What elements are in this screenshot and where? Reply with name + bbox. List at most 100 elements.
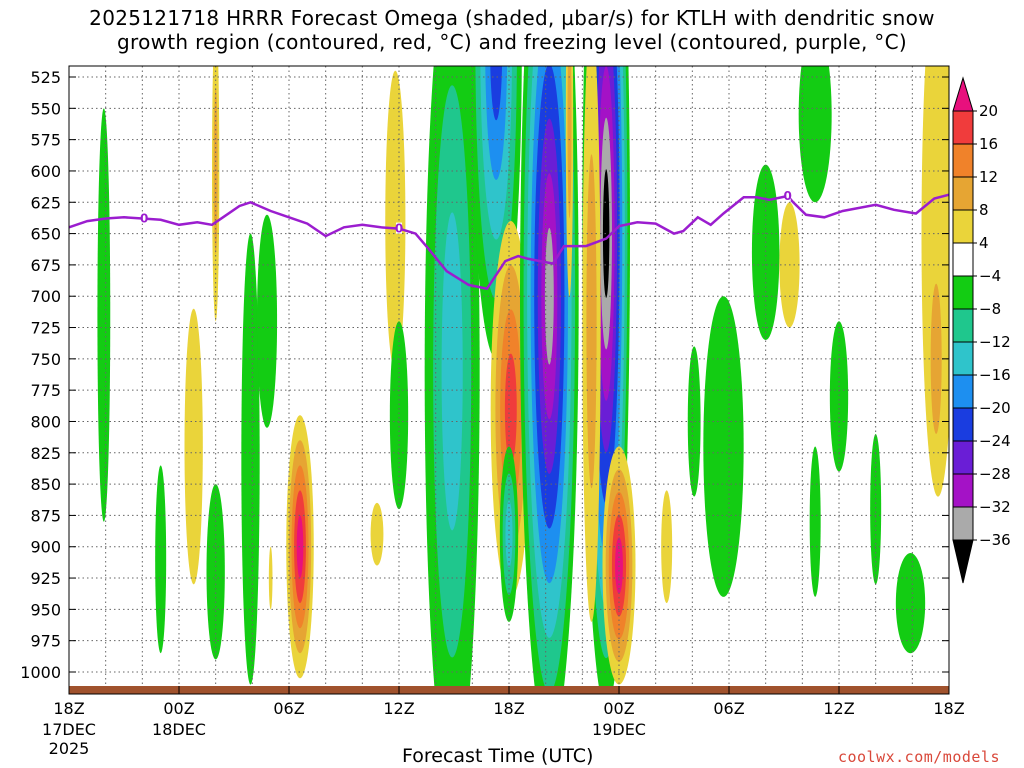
omega-contour-22-0 bbox=[687, 346, 701, 497]
omega-contour-17-1 bbox=[567, 66, 572, 219]
colorbar-bin-5 bbox=[952, 242, 974, 277]
omega-contour-32-0 bbox=[930, 283, 942, 434]
x-tick-label-7: 12Z bbox=[823, 699, 854, 718]
colorbar-bin-3 bbox=[952, 176, 974, 211]
omega-feature-19 bbox=[582, 66, 601, 622]
y-tick-label-625: 625 bbox=[30, 193, 61, 212]
freezing-label-1: 0 bbox=[395, 222, 403, 236]
omega-feature-0 bbox=[97, 108, 111, 522]
colorbar-label-6: −8 bbox=[979, 300, 1001, 318]
colorbar-label-11: −28 bbox=[979, 465, 1011, 483]
omega-feature-5 bbox=[241, 233, 260, 685]
colorbar-bin-8 bbox=[952, 341, 974, 376]
omega-feature-21 bbox=[661, 490, 673, 604]
omega-contour-31-0 bbox=[921, 66, 949, 497]
colorbar-bin-11 bbox=[952, 440, 974, 475]
y-tick-label-575: 575 bbox=[30, 131, 61, 150]
omega-feature-29 bbox=[870, 434, 882, 585]
omega-feature-2 bbox=[184, 308, 203, 585]
omega-feature-11 bbox=[389, 321, 409, 510]
colorbar-bin-12 bbox=[952, 473, 974, 508]
colorbar-bin-2 bbox=[952, 143, 974, 178]
freezing-label-2: 0 bbox=[783, 189, 791, 203]
y-tick-label-825: 825 bbox=[30, 444, 61, 463]
grid-lines bbox=[69, 66, 949, 688]
omega-contour-0-0 bbox=[97, 108, 111, 522]
y-tick-label-550: 550 bbox=[30, 99, 61, 118]
omega-contour-5-0 bbox=[241, 233, 260, 685]
omega-feature-23 bbox=[703, 296, 744, 597]
omega-feature-22 bbox=[687, 346, 701, 497]
x-tick-year-0: 2025 bbox=[49, 739, 90, 758]
omega-feature-10 bbox=[385, 70, 406, 372]
chart-title-line2: growth region (contoured, red, °C) and f… bbox=[117, 30, 907, 54]
colorbar-label-9: −20 bbox=[979, 399, 1011, 417]
chart-title: 2025121718 HRRR Forecast Omega (shaded, … bbox=[0, 6, 1024, 54]
colorbar-bin-13 bbox=[952, 506, 974, 541]
x-tick-date-0: 17DEC bbox=[42, 720, 96, 739]
y-tick-label-925: 925 bbox=[30, 569, 61, 588]
y-tick-label-900: 900 bbox=[30, 538, 61, 557]
colorbar-label-1: 16 bbox=[979, 135, 998, 153]
omega-contour-9-0 bbox=[370, 502, 384, 566]
omega-feature-31 bbox=[921, 66, 949, 497]
omega-contour-6-0 bbox=[256, 214, 278, 428]
omega-contour-13-3 bbox=[485, 66, 508, 180]
omega-feature-6 bbox=[256, 214, 278, 428]
omega-feature-1 bbox=[155, 465, 167, 654]
omega-contour-7-0 bbox=[268, 546, 273, 610]
omega-contour-19-1 bbox=[586, 154, 597, 489]
omega-contour-10-0 bbox=[385, 70, 406, 372]
credit-link[interactable]: coolwx.com/models bbox=[837, 748, 1000, 766]
omega-feature-16 bbox=[520, 66, 579, 688]
colorbar-bin-7 bbox=[952, 308, 974, 343]
colorbar-label-0: 20 bbox=[979, 102, 998, 120]
omega-contour-11-0 bbox=[389, 321, 409, 510]
freezing-label-0: 0 bbox=[140, 212, 148, 226]
freezing-label-bg-2 bbox=[784, 190, 791, 201]
y-tick-label-600: 600 bbox=[30, 162, 61, 181]
omega-contour-30-0 bbox=[895, 553, 926, 654]
chart-title-line1: 2025121718 HRRR Forecast Omega (shaded, … bbox=[89, 6, 935, 30]
x-tick-label-5: 00Z bbox=[603, 699, 634, 718]
omega-feature-26 bbox=[798, 66, 832, 203]
y-tick-label-775: 775 bbox=[30, 381, 61, 400]
x-tick-label-8: 18Z bbox=[933, 699, 964, 718]
omega-contour-2-0 bbox=[184, 308, 203, 585]
omega-feature-3 bbox=[206, 484, 225, 660]
y-axis: 525 550 575 600 625 650 675 700 725 750 775 800 825 8… bbox=[20, 68, 949, 682]
colorbar-bottom-arrow bbox=[952, 539, 974, 584]
y-tick-label-725: 725 bbox=[30, 319, 61, 338]
colorbar-label-10: −24 bbox=[979, 432, 1011, 450]
x-axis-label: Forecast Time (UTC) bbox=[402, 745, 594, 767]
omega-feature-17 bbox=[565, 66, 574, 297]
omega-feature-30 bbox=[895, 553, 926, 654]
x-tick-date-1: 18DEC bbox=[152, 720, 206, 739]
y-tick-label-675: 675 bbox=[30, 256, 61, 275]
omega-contour-3-0 bbox=[206, 484, 225, 660]
omega-contour-18-8 bbox=[602, 169, 610, 298]
y-tick-label-875: 875 bbox=[30, 506, 61, 525]
y-tick-label-650: 650 bbox=[30, 225, 61, 244]
x-tick-label-0: 18Z bbox=[53, 699, 84, 718]
x-tick-label-2: 06Z bbox=[273, 699, 304, 718]
omega-feature-7 bbox=[268, 546, 273, 610]
colorbar-bin-10 bbox=[952, 407, 974, 442]
colorbar-bin-6 bbox=[952, 275, 974, 310]
omega-feature-9 bbox=[370, 502, 384, 566]
colorbar: 20 16 12 8 4 −4 −8 −12 −16 −20 −24 −28 −32 −36 bbox=[952, 76, 1011, 584]
omega-contour-12-2 bbox=[441, 212, 463, 531]
freezing-level-contour: 0 0 0 bbox=[69, 189, 949, 291]
omega-contour-29-0 bbox=[870, 434, 882, 585]
omega-contour-27-0 bbox=[809, 446, 821, 597]
omega-feature-32 bbox=[930, 283, 942, 434]
x-tick-date-5: 19DEC bbox=[592, 720, 646, 739]
x-tick-label-4: 18Z bbox=[493, 699, 524, 718]
omega-contour-1-0 bbox=[155, 465, 167, 654]
omega-contour-13-4 bbox=[490, 66, 503, 121]
colorbar-bin-1 bbox=[952, 110, 974, 145]
y-tick-label-950: 950 bbox=[30, 600, 61, 619]
x-tick-label-1: 00Z bbox=[163, 699, 194, 718]
